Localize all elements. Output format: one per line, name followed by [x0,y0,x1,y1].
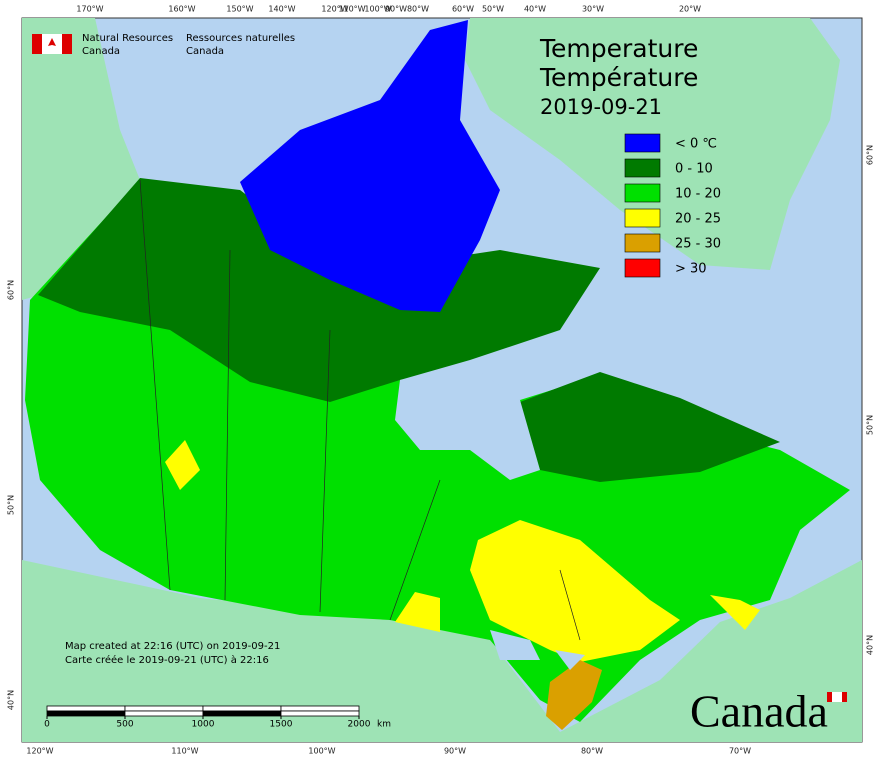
legend-label: > 30 [675,262,707,277]
graticule-label: 110°W [171,747,198,756]
base-map [22,18,862,742]
graticule-label: 20°W [679,5,701,14]
legend-label: < 0 ℃ [675,137,717,152]
zone-below-0 [240,20,500,312]
logo-nrcan [32,34,72,54]
flag-bar [62,34,72,54]
zone-0-10 [38,178,600,402]
graticule-label: 160°W [168,5,195,14]
graticule-label: 120°W [26,747,53,756]
scale-segment [124,710,204,717]
scale-segment [46,705,126,712]
graticule-label: 170°W [76,5,103,14]
flag-field [832,692,842,702]
borders [139,179,581,641]
map-title: Température [539,63,698,92]
scale-segment [202,710,282,717]
alaska [22,18,140,300]
graticule-label: 120°W [321,5,348,14]
graticule-label: 80°W [581,747,603,756]
graticule-label: 40°N [7,690,16,710]
graticule-label: 80°W [407,5,429,14]
graticule-label: 140°W [268,5,295,14]
legend-swatch [624,258,661,278]
flag-bar [842,692,847,702]
agency-en: Natural Resources [82,33,173,44]
wordmark: Canada [690,686,828,737]
legend-swatch [624,208,661,228]
graticule-label: 40°N [866,635,875,655]
scale-label: 2000 [348,720,371,730]
graticule-label: 60°N [7,280,16,300]
legend-swatch [624,183,661,203]
graticule-label: 50°N [7,495,16,515]
great-lakes [490,630,585,670]
legend-label: 10 - 20 [675,187,721,202]
graticule-label: 100°W [364,5,391,14]
flag-bar [32,34,42,54]
graticule-label: 30°W [582,5,604,14]
flag-bar [827,692,832,702]
agency-en: Canada [82,46,120,57]
map-title: Temperature [539,34,698,63]
graticule-label: 50°W [482,5,504,14]
graticule-label: 60°W [452,5,474,14]
graticule-label: 70°W [729,747,751,756]
graticule-label: 60°N [866,145,875,165]
scale-unit: km [377,720,391,730]
map-title: 2019-09-21 [540,95,662,119]
note: Carte créée le 2019-09-21 (UTC) à 22:16 [65,654,269,666]
hudson-bay [395,365,540,480]
legend-swatch [624,233,661,253]
graticule-label: 100°W [308,747,335,756]
scale-segment [280,705,360,712]
usa [22,560,862,742]
zone-20-25 [470,520,680,662]
scale-segment [202,705,282,712]
note: Map created at 22:16 (UTC) on 2019-09-21 [65,641,280,652]
wordmark-flag [827,692,847,702]
agency-fr: Ressources naturelles [186,33,295,44]
legend-label: 0 - 10 [675,162,713,177]
zone-25-30 [546,660,602,730]
legend-label: 25 - 30 [675,237,721,252]
scale-label: 0 [44,720,50,730]
graticule-label: 150°W [226,5,253,14]
graticule-label: 90°W [444,747,466,756]
graticule-label: 110°W [338,5,365,14]
legend-label: 20 - 25 [675,212,721,227]
legend-swatch [624,158,661,178]
scale-segment [280,710,360,717]
scale-segment [46,710,126,717]
graticule-label: 40°W [524,5,546,14]
scale-label: 1000 [192,720,215,730]
agency-fr: Canada [186,46,224,57]
scale-label: 1500 [270,720,293,730]
scale-segment [124,705,204,712]
graticule-label: 90°W [385,5,407,14]
scale-label: 500 [116,720,133,730]
legend-swatch [624,133,661,153]
flag-leaf [48,38,56,46]
zone-0-10-east [520,372,780,482]
graticule-label: 50°N [866,415,875,435]
